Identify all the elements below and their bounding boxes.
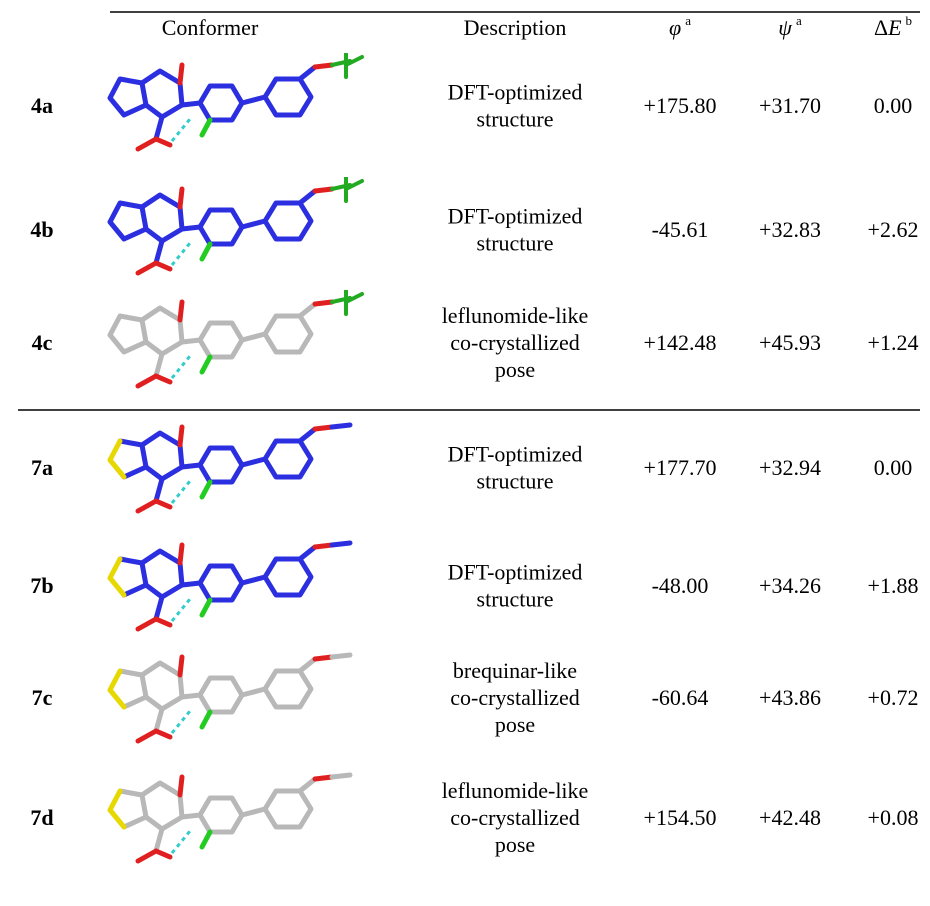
- structure-image: [110, 290, 362, 386]
- description-line: pose: [495, 712, 535, 737]
- psi-value: +32.94: [759, 455, 821, 480]
- description-line: DFT-optimized: [448, 80, 583, 105]
- psi-value: +43.86: [759, 685, 821, 710]
- conformer-id: 7b: [30, 573, 53, 598]
- psi-value: +34.26: [759, 573, 821, 598]
- conformer-id: 4a: [31, 93, 53, 118]
- description-line: DFT-optimized: [448, 442, 583, 467]
- energy-value: +2.62: [868, 217, 919, 242]
- energy-value: 0.00: [874, 93, 913, 118]
- conformer-id: 7a: [31, 455, 53, 480]
- energy-value: +1.88: [868, 573, 919, 598]
- header-cell: Conformer: [162, 15, 259, 40]
- conformer-id: 4b: [30, 217, 53, 242]
- description-line: co-crystallized: [450, 685, 580, 710]
- description-line: DFT-optimized: [448, 204, 583, 229]
- description-line: pose: [495, 832, 535, 857]
- conformer-id: 7c: [32, 685, 53, 710]
- description-line: structure: [477, 469, 554, 494]
- table-page: ConformerDescriptionφaψaΔEb4aDFT-optimiz…: [0, 0, 930, 906]
- header-cell: Description: [464, 15, 567, 40]
- description-line: co-crystallized: [450, 330, 580, 355]
- header-symbol: E: [887, 15, 902, 40]
- structure-image: [110, 425, 350, 511]
- description-line: structure: [477, 587, 554, 612]
- description-line: DFT-optimized: [448, 560, 583, 585]
- description-line: structure: [477, 231, 554, 256]
- phi-value: +142.48: [644, 330, 717, 355]
- header-note: a: [685, 13, 691, 28]
- structure-image: [110, 53, 362, 149]
- phi-value: +177.70: [644, 455, 717, 480]
- conformer-id: 7d: [30, 805, 53, 830]
- conformer-id: 4c: [32, 330, 53, 355]
- header-prefix: Δ: [874, 15, 888, 40]
- energy-value: +1.24: [868, 330, 919, 355]
- phi-value: +175.80: [644, 93, 717, 118]
- header-symbol: ψ: [778, 15, 792, 40]
- header-symbol: φ: [669, 15, 681, 40]
- structure-image: [110, 775, 350, 861]
- energy-value: +0.08: [868, 805, 919, 830]
- energy-value: 0.00: [874, 455, 913, 480]
- description-line: pose: [495, 357, 535, 382]
- description-line: structure: [477, 107, 554, 132]
- structure-image: [110, 543, 350, 629]
- energy-value: +0.72: [868, 685, 919, 710]
- header-note: a: [796, 13, 802, 28]
- phi-value: -48.00: [652, 573, 709, 598]
- structure-image: [110, 655, 350, 741]
- psi-value: +32.83: [759, 217, 821, 242]
- description-line: leflunomide-like: [442, 303, 589, 328]
- header-note: b: [906, 13, 913, 28]
- psi-value: +42.48: [759, 805, 821, 830]
- phi-value: +154.50: [644, 805, 717, 830]
- phi-value: -60.64: [652, 685, 709, 710]
- description-line: brequinar-like: [453, 658, 577, 683]
- phi-value: -45.61: [652, 217, 709, 242]
- description-line: leflunomide-like: [442, 778, 589, 803]
- psi-value: +45.93: [759, 330, 821, 355]
- description-line: co-crystallized: [450, 805, 580, 830]
- structure-image: [110, 177, 362, 273]
- psi-value: +31.70: [759, 93, 821, 118]
